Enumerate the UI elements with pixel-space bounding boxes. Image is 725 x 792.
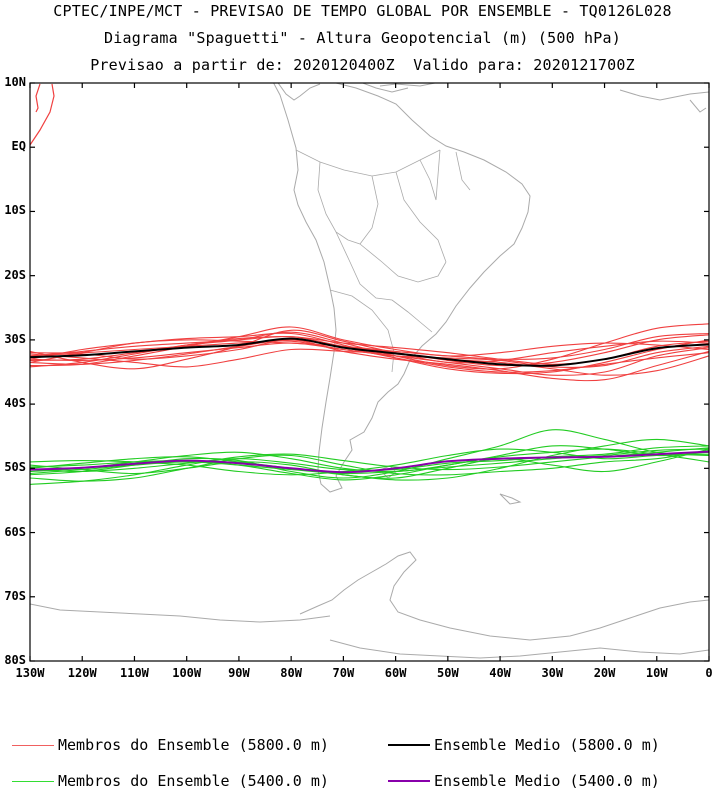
lon-label: 50W — [437, 666, 459, 680]
lat-label: 70S — [4, 588, 26, 603]
legend-swatch-mean-5800 — [388, 744, 430, 746]
mean-5800-line — [30, 337, 709, 367]
lon-label: 70W — [332, 666, 355, 680]
lon-label: 100W — [172, 666, 202, 680]
legend-swatch-members-5400 — [12, 780, 54, 782]
legend-label-members-5800: Membros do Ensemble (5800.0 m) — [58, 736, 329, 754]
plot-frame — [29, 82, 710, 662]
spaghetti-map — [29, 82, 710, 662]
legend-label-mean-5800: Ensemble Medio (5800.0 m) — [434, 736, 660, 754]
lat-label: 10N — [4, 75, 26, 89]
mean-5400-line — [30, 450, 709, 474]
lat-label: 40S — [4, 396, 26, 411]
lon-label: 120W — [67, 666, 97, 680]
member-5800-line-10 — [30, 334, 709, 367]
lon-label: 10W — [645, 666, 668, 680]
member-5800-line-3 — [30, 339, 709, 382]
member-5400-line-9 — [30, 448, 709, 475]
title-line-1: CPTEC/INPE/MCT - PREVISAO DE TEMPO GLOBA… — [53, 2, 672, 20]
coastline-south-georgia — [499, 493, 522, 505]
lat-label: 80S — [4, 653, 26, 667]
lat-label: 10S — [4, 203, 26, 218]
member-5400-line-5 — [30, 449, 709, 482]
member-5400-line-7 — [30, 448, 709, 481]
coastline-central-america — [277, 83, 409, 101]
legend-swatch-mean-5400 — [388, 780, 430, 782]
legend-swatch-members-5800 — [12, 744, 54, 746]
lat-label: EQ — [11, 139, 26, 154]
member-5800-line-11 — [30, 339, 709, 373]
legend-item-members-5400: Membros do Ensemble (5400.0 m) — [12, 771, 329, 791]
coastline-antarctica-shelf — [329, 639, 709, 659]
legend-item-mean-5400: Ensemble Medio (5400.0 m) — [388, 771, 660, 791]
title-line-2: Diagrama "Spaguetti" - Altura Geopotenci… — [104, 29, 621, 47]
lon-label: 130W — [15, 666, 45, 680]
trough-contour-5800 — [29, 83, 55, 146]
legend-label-members-5400: Membros do Ensemble (5400.0 m) — [58, 772, 329, 790]
title-line-3: Previsao a partir de: 2020120400Z Valido… — [90, 56, 635, 74]
lat-label: 60S — [4, 524, 26, 539]
legend-item-mean-5800: Ensemble Medio (5800.0 m) — [388, 735, 660, 755]
lat-label: 30S — [4, 331, 26, 346]
member-5400-line-8 — [30, 447, 709, 485]
country-borders — [295, 149, 471, 373]
member-5800-line-5 — [30, 329, 709, 370]
lon-label: 0 — [705, 666, 713, 680]
lon-label: 110W — [120, 666, 149, 680]
coastline-south-america — [273, 83, 531, 493]
means-group — [30, 337, 709, 474]
lon-label: 20W — [593, 666, 616, 680]
legend-label-mean-5400: Ensemble Medio (5400.0 m) — [434, 772, 660, 790]
lon-label: 90W — [228, 666, 250, 680]
lat-label: 50S — [4, 460, 26, 475]
lat-label: 20S — [4, 267, 26, 282]
legend-item-members-5800: Membros do Ensemble (5800.0 m) — [12, 735, 329, 755]
coastline-caribbean — [379, 83, 709, 113]
lon-label: 40W — [489, 666, 511, 680]
coastline-antarctica-west — [30, 603, 331, 623]
coastline-antarctic-peninsula — [299, 551, 709, 641]
lon-label: 60W — [384, 666, 407, 680]
lon-label: 30W — [541, 666, 564, 680]
lon-label: 80W — [280, 666, 302, 680]
